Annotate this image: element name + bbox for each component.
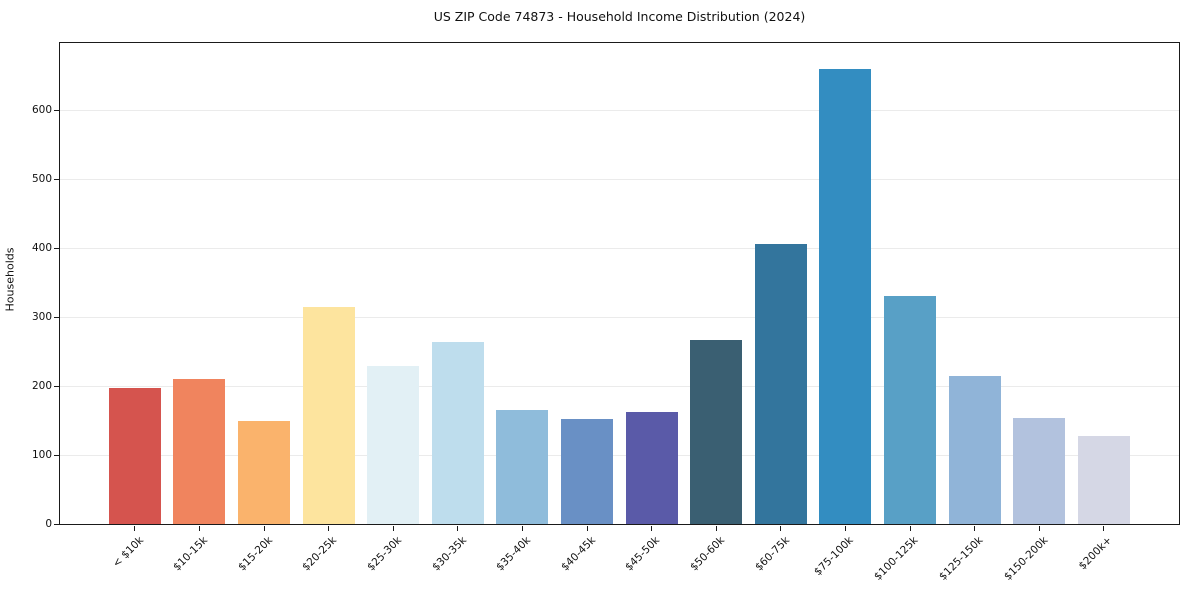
- x-tick-mark: [974, 526, 976, 531]
- y-tick-label: 0: [45, 517, 52, 530]
- x-tick-label-text: $125-150k: [936, 534, 986, 583]
- bar-0: [108, 388, 161, 524]
- gridline: [60, 385, 1179, 387]
- x-tick-label-text: $75-100k: [812, 534, 857, 579]
- x-tick-mark: [586, 526, 588, 531]
- x-tick-label-text: $60-75k: [752, 534, 792, 574]
- x-tick-mark: [844, 526, 846, 531]
- gridline: [60, 110, 1179, 112]
- bar-1: [173, 379, 226, 524]
- y-tick-mark: [54, 454, 59, 456]
- bar-11: [819, 69, 872, 524]
- x-tick-mark: [263, 526, 265, 531]
- x-tick-mark: [198, 526, 200, 531]
- bar-7: [561, 419, 613, 524]
- y-tick-mark: [54, 247, 59, 249]
- x-tick-mark: [715, 526, 717, 531]
- x-tick-label-text: $35-40k: [494, 534, 534, 574]
- y-tick-mark: [54, 523, 59, 525]
- gridline: [60, 316, 1179, 318]
- gridline: [60, 247, 1179, 249]
- x-tick-mark: [457, 526, 459, 531]
- x-tick-label-text: $50-60k: [687, 534, 727, 574]
- x-tick-mark: [780, 526, 782, 531]
- bar-9: [690, 340, 743, 524]
- bar-2: [238, 421, 290, 524]
- x-tick-label-text: $15-20k: [235, 534, 275, 574]
- x-tick-label-text: $20-25k: [300, 534, 340, 574]
- x-tick-label-text: $45-50k: [623, 534, 663, 574]
- bar-4: [367, 366, 420, 524]
- y-tick-label: 500: [31, 172, 52, 185]
- bar-13: [948, 375, 1001, 524]
- y-tick-label: 400: [31, 241, 52, 254]
- x-tick-label-text: $150-200k: [1001, 534, 1050, 583]
- y-tick-label: 200: [31, 379, 52, 392]
- x-tick-mark: [1038, 526, 1040, 531]
- x-tick-label-text: $40-45k: [558, 534, 598, 574]
- y-tick-label: 600: [31, 104, 52, 117]
- gridline: [60, 178, 1179, 180]
- x-tick-mark: [909, 526, 911, 531]
- bar-5: [431, 342, 484, 524]
- bar-8: [625, 411, 678, 524]
- x-tick-mark: [328, 526, 330, 531]
- x-tick-label-text: $30-35k: [429, 534, 469, 574]
- plot-area: 0 100 200 300 400 500 600 < $10k $10-15k $15-20k $…: [32, 42, 1180, 583]
- x-tick-mark: [651, 526, 653, 531]
- x-tick-mark: [134, 526, 136, 531]
- chart-title: US ZIP Code 74873 - Household Income Dis…: [433, 9, 806, 24]
- x-tick-label-text: $100-125k: [872, 534, 921, 583]
- x-tick-mark: [521, 526, 523, 531]
- y-tick-mark: [54, 110, 59, 112]
- bar-3: [302, 306, 355, 524]
- y-tick-mark: [54, 385, 59, 387]
- x-tick-label-text: $25-30k: [364, 534, 404, 574]
- bar-12: [884, 295, 936, 524]
- x-tick-mark: [1103, 526, 1105, 531]
- y-tick-label: 300: [31, 310, 52, 323]
- x-tick-label-text: $10-15k: [171, 534, 211, 574]
- gridline: [60, 454, 1179, 456]
- y-tick-label: 100: [31, 448, 52, 461]
- x-tick-mark: [392, 526, 394, 531]
- bar-10: [754, 243, 807, 524]
- y-tick-mark: [54, 316, 59, 318]
- bar-6: [496, 409, 549, 524]
- x-tick-label-text: < $10k: [110, 534, 146, 570]
- bar-15: [1077, 435, 1130, 524]
- x-tick-label-text: $200k+: [1076, 534, 1115, 573]
- bar-14: [1013, 417, 1066, 524]
- y-tick-mark: [54, 178, 59, 180]
